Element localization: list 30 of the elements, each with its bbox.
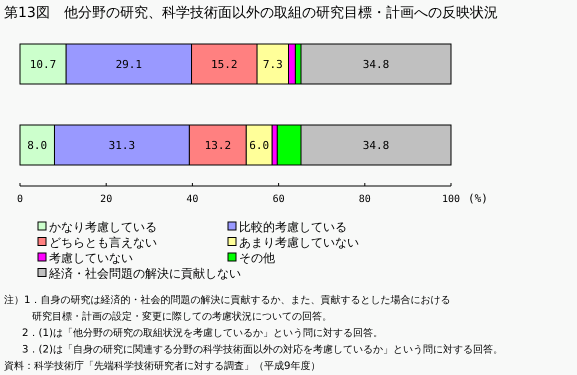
x-tick-label: 80 xyxy=(358,194,371,205)
data-label: 34.8 xyxy=(362,139,390,152)
x-tick-label: 20 xyxy=(100,194,112,205)
x-tick-label: 40 xyxy=(186,194,198,205)
text: 2．(1)は「他分野の研究の取組状況を考慮しているか」という問に対する回答。 xyxy=(22,327,383,339)
data-label: 10.7 xyxy=(30,58,56,71)
legend-label: あまり考慮していない xyxy=(239,236,359,250)
x-tick-label: 0 xyxy=(16,194,24,205)
legend-label: 経済・社会問題の解決に貢献しない xyxy=(48,266,241,280)
data-label: 6.0 xyxy=(249,139,270,152)
text: 3．(2)は「自身の研究に関連する分野の科学技術面以外の対応を考慮しているか」という問に対する回答。 xyxy=(22,344,503,356)
data-label: 15.2 xyxy=(211,58,238,71)
data-label: 7.3 xyxy=(262,58,283,71)
data-label: 8.0 xyxy=(27,139,48,152)
data-label: 13.2 xyxy=(204,139,232,152)
data-label: 31.3 xyxy=(108,139,136,152)
data-label: 34.8 xyxy=(362,58,390,71)
text: 注）1．自身の研究は経済的・社会的問題の解決に貢献するか、また、貢献するとした場合における xyxy=(4,294,450,306)
text: 研究目標・計画の設定・変更に際しての考慮状況についての回答。 xyxy=(32,310,332,322)
chart-title: 第13図 他分野の研究、科学技術面以外の取組の研究目標・計画への反映状況 xyxy=(4,5,498,21)
legend-label: 比較的考慮している xyxy=(239,220,347,234)
legend-label: どちらとも言えない xyxy=(49,236,157,250)
data-label: 29.1 xyxy=(116,58,142,71)
legend-label: かなり考慮している xyxy=(49,220,157,234)
text: 資料：科学技術庁「先端科学技術研究者に対する調査」（平成9年度） xyxy=(4,360,320,372)
legend-label: その他 xyxy=(239,251,275,265)
x-axis-title: (%) xyxy=(468,192,488,205)
legend-label: 考慮していない xyxy=(49,251,133,265)
x-tick-label: 100 xyxy=(442,194,460,205)
x-tick-label: 60 xyxy=(272,194,285,205)
